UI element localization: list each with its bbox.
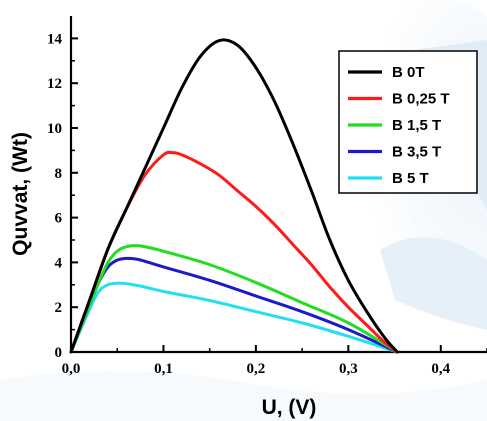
y-tick-label: 0	[55, 345, 63, 361]
y-tick-label: 10	[47, 121, 62, 137]
y-tick-label: 4	[55, 255, 63, 271]
y-tick-label: 12	[47, 76, 62, 92]
legend-label-b-5-t: B 5 T	[392, 170, 429, 187]
x-tick-label: 0,3	[339, 361, 358, 377]
x-tick-label: 0,2	[247, 361, 266, 377]
series-line-b-1-5-t	[69, 244, 399, 354]
series-layer	[69, 38, 399, 354]
series-line-b-5-t	[69, 281, 399, 354]
x-axis-title: U, (V)	[262, 396, 317, 419]
legend-box	[338, 50, 478, 194]
legend: B 0T B 0,25 T B 1,5 T B 3,5 T B 5 T	[338, 50, 478, 194]
legend-label-b-0t: B 0T	[392, 64, 425, 81]
y-tick-label: 8	[55, 166, 63, 182]
plot-frame	[69, 16, 487, 354]
legend-label-b-1-5-t: B 1,5 T	[392, 117, 441, 134]
y-axis-title: Quvvat, (Wt)	[9, 132, 32, 256]
y-tick-label: 6	[55, 211, 63, 227]
series-line-b-0t	[69, 38, 399, 354]
x-tick-label: 0,0	[62, 361, 81, 377]
legend-label-b-3-5-t: B 3,5 T	[392, 144, 441, 161]
x-axis: 0,0 0,1 0,2 0,3 0,4	[62, 345, 487, 377]
y-tick-label: 2	[55, 300, 63, 316]
y-tick-label: 14	[47, 31, 63, 47]
legend-label-b-0-25-t: B 0,25 T	[392, 91, 450, 108]
y-axis: 0 2 4 6 8 10 12 14	[47, 31, 78, 361]
x-tick-label: 0,1	[154, 361, 173, 377]
x-tick-label: 0,4	[431, 361, 450, 377]
